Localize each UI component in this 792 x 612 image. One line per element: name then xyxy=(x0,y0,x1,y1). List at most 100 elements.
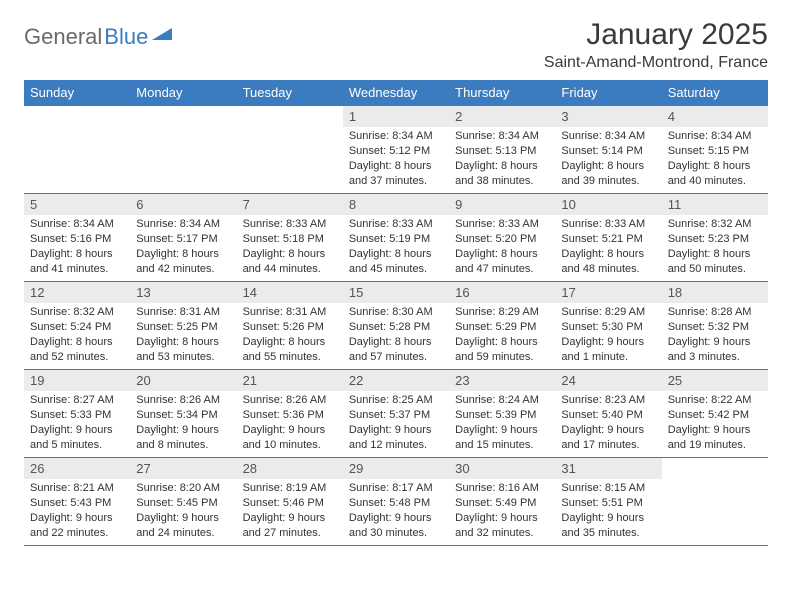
logo-word1: General xyxy=(24,24,102,50)
day-number: 5 xyxy=(24,194,130,215)
day-details: Sunrise: 8:33 AMSunset: 5:18 PMDaylight:… xyxy=(237,215,343,280)
logo-triangle-icon xyxy=(152,26,174,47)
day-number: 23 xyxy=(449,370,555,391)
day-number: 30 xyxy=(449,458,555,479)
day-details: Sunrise: 8:31 AMSunset: 5:26 PMDaylight:… xyxy=(237,303,343,368)
calendar-day-cell: 22Sunrise: 8:25 AMSunset: 5:37 PMDayligh… xyxy=(343,370,449,458)
day-details: Sunrise: 8:29 AMSunset: 5:30 PMDaylight:… xyxy=(555,303,661,368)
day-details: Sunrise: 8:21 AMSunset: 5:43 PMDaylight:… xyxy=(24,479,130,544)
calendar-day-cell xyxy=(237,106,343,194)
calendar-day-cell: 28Sunrise: 8:19 AMSunset: 5:46 PMDayligh… xyxy=(237,458,343,546)
day-number: 8 xyxy=(343,194,449,215)
calendar-day-cell: 3Sunrise: 8:34 AMSunset: 5:14 PMDaylight… xyxy=(555,106,661,194)
day-number: 6 xyxy=(130,194,236,215)
header: GeneralBlue January 2025 Saint-Amand-Mon… xyxy=(24,18,768,72)
day-number: 1 xyxy=(343,106,449,127)
title-block: January 2025 Saint-Amand-Montrond, Franc… xyxy=(544,18,768,72)
day-number: 24 xyxy=(555,370,661,391)
day-details: Sunrise: 8:34 AMSunset: 5:15 PMDaylight:… xyxy=(662,127,768,192)
day-details: Sunrise: 8:33 AMSunset: 5:21 PMDaylight:… xyxy=(555,215,661,280)
calendar-week-row: 5Sunrise: 8:34 AMSunset: 5:16 PMDaylight… xyxy=(24,194,768,282)
logo: GeneralBlue xyxy=(24,18,174,50)
day-details: Sunrise: 8:31 AMSunset: 5:25 PMDaylight:… xyxy=(130,303,236,368)
day-number: 16 xyxy=(449,282,555,303)
day-number: 13 xyxy=(130,282,236,303)
day-number: 3 xyxy=(555,106,661,127)
calendar-week-row: 19Sunrise: 8:27 AMSunset: 5:33 PMDayligh… xyxy=(24,370,768,458)
calendar-day-cell: 5Sunrise: 8:34 AMSunset: 5:16 PMDaylight… xyxy=(24,194,130,282)
calendar-body: 1Sunrise: 8:34 AMSunset: 5:12 PMDaylight… xyxy=(24,106,768,546)
day-details: Sunrise: 8:20 AMSunset: 5:45 PMDaylight:… xyxy=(130,479,236,544)
calendar-day-cell: 8Sunrise: 8:33 AMSunset: 5:19 PMDaylight… xyxy=(343,194,449,282)
day-number: 27 xyxy=(130,458,236,479)
day-number: 12 xyxy=(24,282,130,303)
calendar-day-cell: 15Sunrise: 8:30 AMSunset: 5:28 PMDayligh… xyxy=(343,282,449,370)
day-details: Sunrise: 8:15 AMSunset: 5:51 PMDaylight:… xyxy=(555,479,661,544)
day-details: Sunrise: 8:32 AMSunset: 5:24 PMDaylight:… xyxy=(24,303,130,368)
calendar-day-cell: 21Sunrise: 8:26 AMSunset: 5:36 PMDayligh… xyxy=(237,370,343,458)
day-details: Sunrise: 8:34 AMSunset: 5:16 PMDaylight:… xyxy=(24,215,130,280)
day-details: Sunrise: 8:26 AMSunset: 5:36 PMDaylight:… xyxy=(237,391,343,456)
day-number: 15 xyxy=(343,282,449,303)
day-number: 26 xyxy=(24,458,130,479)
calendar-day-cell: 31Sunrise: 8:15 AMSunset: 5:51 PMDayligh… xyxy=(555,458,661,546)
day-number: 21 xyxy=(237,370,343,391)
weekday-header: Thursday xyxy=(449,80,555,106)
logo-word2: Blue xyxy=(104,24,148,50)
day-details: Sunrise: 8:17 AMSunset: 5:48 PMDaylight:… xyxy=(343,479,449,544)
calendar-day-cell: 7Sunrise: 8:33 AMSunset: 5:18 PMDaylight… xyxy=(237,194,343,282)
day-number: 10 xyxy=(555,194,661,215)
day-number: 17 xyxy=(555,282,661,303)
calendar-day-cell: 13Sunrise: 8:31 AMSunset: 5:25 PMDayligh… xyxy=(130,282,236,370)
month-title: January 2025 xyxy=(544,18,768,52)
day-details: Sunrise: 8:24 AMSunset: 5:39 PMDaylight:… xyxy=(449,391,555,456)
day-details: Sunrise: 8:22 AMSunset: 5:42 PMDaylight:… xyxy=(662,391,768,456)
day-number: 22 xyxy=(343,370,449,391)
day-number: 31 xyxy=(555,458,661,479)
day-details: Sunrise: 8:34 AMSunset: 5:17 PMDaylight:… xyxy=(130,215,236,280)
weekday-header: Sunday xyxy=(24,80,130,106)
calendar-day-cell: 11Sunrise: 8:32 AMSunset: 5:23 PMDayligh… xyxy=(662,194,768,282)
calendar-day-cell: 25Sunrise: 8:22 AMSunset: 5:42 PMDayligh… xyxy=(662,370,768,458)
day-number: 20 xyxy=(130,370,236,391)
day-details: Sunrise: 8:34 AMSunset: 5:13 PMDaylight:… xyxy=(449,127,555,192)
day-number: 25 xyxy=(662,370,768,391)
weekday-header: Wednesday xyxy=(343,80,449,106)
day-details: Sunrise: 8:30 AMSunset: 5:28 PMDaylight:… xyxy=(343,303,449,368)
weekday-header-row: SundayMondayTuesdayWednesdayThursdayFrid… xyxy=(24,80,768,106)
day-number: 18 xyxy=(662,282,768,303)
calendar-day-cell: 26Sunrise: 8:21 AMSunset: 5:43 PMDayligh… xyxy=(24,458,130,546)
day-number: 9 xyxy=(449,194,555,215)
day-details: Sunrise: 8:34 AMSunset: 5:14 PMDaylight:… xyxy=(555,127,661,192)
day-details: Sunrise: 8:27 AMSunset: 5:33 PMDaylight:… xyxy=(24,391,130,456)
calendar-day-cell: 9Sunrise: 8:33 AMSunset: 5:20 PMDaylight… xyxy=(449,194,555,282)
weekday-header: Friday xyxy=(555,80,661,106)
calendar-week-row: 26Sunrise: 8:21 AMSunset: 5:43 PMDayligh… xyxy=(24,458,768,546)
day-details: Sunrise: 8:33 AMSunset: 5:20 PMDaylight:… xyxy=(449,215,555,280)
calendar-day-cell xyxy=(662,458,768,546)
calendar-day-cell: 17Sunrise: 8:29 AMSunset: 5:30 PMDayligh… xyxy=(555,282,661,370)
calendar-day-cell: 4Sunrise: 8:34 AMSunset: 5:15 PMDaylight… xyxy=(662,106,768,194)
day-details: Sunrise: 8:34 AMSunset: 5:12 PMDaylight:… xyxy=(343,127,449,192)
weekday-header: Saturday xyxy=(662,80,768,106)
day-details: Sunrise: 8:32 AMSunset: 5:23 PMDaylight:… xyxy=(662,215,768,280)
calendar-day-cell: 12Sunrise: 8:32 AMSunset: 5:24 PMDayligh… xyxy=(24,282,130,370)
day-number: 4 xyxy=(662,106,768,127)
weekday-header: Tuesday xyxy=(237,80,343,106)
calendar-day-cell: 10Sunrise: 8:33 AMSunset: 5:21 PMDayligh… xyxy=(555,194,661,282)
calendar-day-cell: 30Sunrise: 8:16 AMSunset: 5:49 PMDayligh… xyxy=(449,458,555,546)
calendar-day-cell: 1Sunrise: 8:34 AMSunset: 5:12 PMDaylight… xyxy=(343,106,449,194)
calendar-day-cell xyxy=(130,106,236,194)
calendar-day-cell: 23Sunrise: 8:24 AMSunset: 5:39 PMDayligh… xyxy=(449,370,555,458)
calendar-day-cell: 18Sunrise: 8:28 AMSunset: 5:32 PMDayligh… xyxy=(662,282,768,370)
calendar-day-cell: 27Sunrise: 8:20 AMSunset: 5:45 PMDayligh… xyxy=(130,458,236,546)
day-number: 11 xyxy=(662,194,768,215)
calendar-day-cell: 14Sunrise: 8:31 AMSunset: 5:26 PMDayligh… xyxy=(237,282,343,370)
day-details: Sunrise: 8:29 AMSunset: 5:29 PMDaylight:… xyxy=(449,303,555,368)
location-label: Saint-Amand-Montrond, France xyxy=(544,54,768,72)
day-details: Sunrise: 8:16 AMSunset: 5:49 PMDaylight:… xyxy=(449,479,555,544)
day-number: 7 xyxy=(237,194,343,215)
day-details: Sunrise: 8:19 AMSunset: 5:46 PMDaylight:… xyxy=(237,479,343,544)
calendar-week-row: 1Sunrise: 8:34 AMSunset: 5:12 PMDaylight… xyxy=(24,106,768,194)
weekday-header: Monday xyxy=(130,80,236,106)
